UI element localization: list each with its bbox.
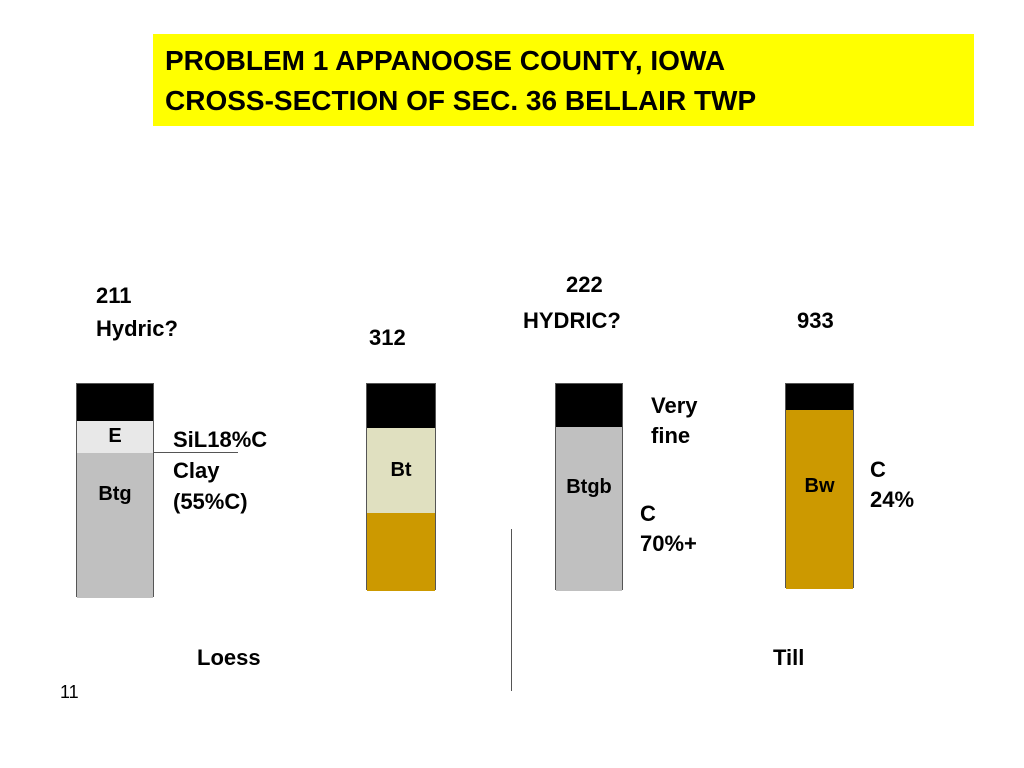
profile-312-bt-horizon: Bt bbox=[367, 428, 435, 513]
profile-312-label: 312 bbox=[369, 325, 406, 350]
horizon-label-btg: Btg bbox=[98, 483, 132, 505]
horizon-label-bw: Bw bbox=[804, 475, 835, 497]
profile-211-label: 211 bbox=[96, 283, 132, 308]
horizon-label-btgb: Btgb bbox=[566, 476, 612, 498]
profile-933-bw-horizon: Bw bbox=[786, 410, 853, 589]
note-very: Very bbox=[651, 393, 698, 418]
profile-312-column: Bt bbox=[366, 383, 436, 591]
title-banner: PROBLEM 1 APPANOOSE COUNTY, IOWA CROSS-S… bbox=[153, 34, 974, 126]
horizon-label-bt: Bt bbox=[390, 459, 412, 481]
note-clay: Clay bbox=[173, 458, 220, 483]
profile-312-cap bbox=[367, 384, 435, 428]
slide-number: 11 bbox=[60, 682, 79, 702]
note-c-933: C bbox=[870, 457, 886, 482]
profile-211-e-horizon: E bbox=[77, 421, 153, 453]
profile-211-cap bbox=[77, 384, 153, 421]
profile-222-column: Btgb bbox=[555, 383, 623, 591]
title-line-2: CROSS-SECTION OF SEC. 36 BELLAIR TWP bbox=[165, 85, 757, 116]
profile-933-column: Bw bbox=[785, 383, 854, 589]
material-loess: Loess bbox=[197, 645, 261, 670]
material-till: Till bbox=[773, 645, 805, 670]
note-c-222: C bbox=[640, 501, 656, 526]
note-55c: (55%C) bbox=[173, 489, 248, 514]
profile-211-btg-horizon: Btg bbox=[77, 453, 153, 598]
note-fine: fine bbox=[651, 423, 691, 448]
profile-211-column: E Btg bbox=[76, 383, 154, 598]
e-btg-boundary-line bbox=[154, 452, 238, 453]
note-70-plus: 70%+ bbox=[640, 531, 697, 556]
title-line-1: PROBLEM 1 APPANOOSE COUNTY, IOWA bbox=[165, 45, 726, 76]
profile-222-cap bbox=[556, 384, 622, 427]
profile-222-sublabel: HYDRIC? bbox=[523, 308, 621, 333]
note-24: 24% bbox=[870, 487, 915, 512]
profile-211-sublabel: Hydric? bbox=[96, 316, 178, 341]
profile-933-label: 933 bbox=[797, 308, 834, 333]
profile-222-btgb-horizon: Btgb bbox=[556, 427, 622, 591]
profile-222-label: 222 bbox=[566, 272, 603, 297]
profile-312-lower-horizon bbox=[367, 513, 435, 591]
profile-933-cap bbox=[786, 384, 853, 410]
horizon-label-e: E bbox=[108, 425, 122, 447]
note-sil18c: SiL18%C bbox=[173, 427, 268, 452]
loess-till-divider bbox=[511, 529, 512, 691]
